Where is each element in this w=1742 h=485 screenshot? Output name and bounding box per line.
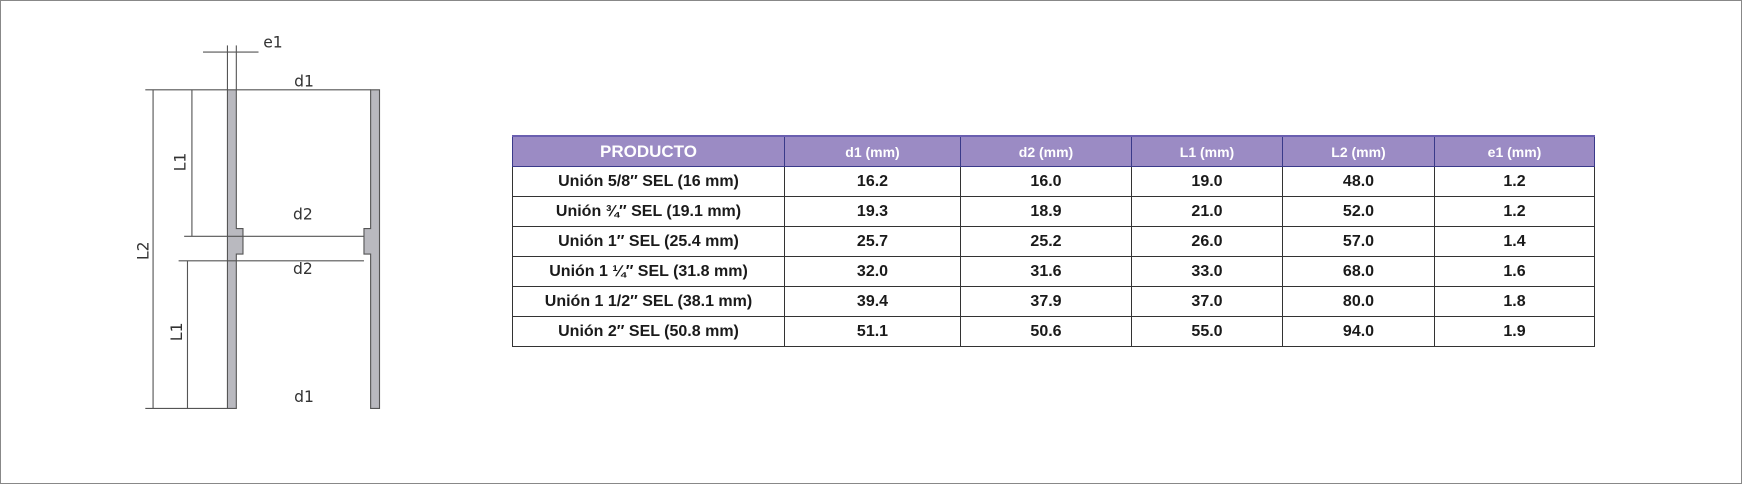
- value-cell: 52.0: [1282, 196, 1435, 227]
- value-cell: 94.0: [1282, 316, 1435, 347]
- value-cell: 68.0: [1282, 256, 1435, 287]
- product-cell: Unión 5/8″ SEL (16 mm): [512, 166, 785, 197]
- value-cell: 39.4: [784, 286, 961, 317]
- header-cell: L2 (mm): [1282, 135, 1435, 167]
- dim-label: d1: [294, 388, 314, 406]
- table-row: Unión 1 1/2″ SEL (38.1 mm) 39.4 37.9 37.0 80…: [512, 286, 1595, 317]
- value-cell: 37.9: [960, 286, 1132, 317]
- header-cell: d2 (mm): [960, 135, 1132, 167]
- product-cell: Unión 1″ SEL (25.4 mm): [512, 226, 785, 257]
- value-cell: 1.4: [1434, 226, 1595, 257]
- table-row: Unión 1 ¼″ SEL (31.8 mm) 32.0 31.6 33.0 68.0…: [512, 256, 1595, 287]
- product-cell: Unión ¾″ SEL (19.1 mm): [512, 196, 785, 227]
- left-wall: [226, 89, 244, 409]
- value-cell: 1.8: [1434, 286, 1595, 317]
- value-cell: 16.0: [960, 166, 1132, 197]
- dim-label: d2: [293, 260, 313, 278]
- value-cell: 18.9: [960, 196, 1132, 227]
- value-cell: 1.9: [1434, 316, 1595, 347]
- header-row: PRODUCTO d1 (mm) d2 (mm) L1 (mm) L2 (mm) e1 (…: [512, 135, 1595, 167]
- header-cell: PRODUCTO: [512, 135, 785, 167]
- value-cell: 21.0: [1131, 196, 1283, 227]
- header-cell: e1 (mm): [1434, 135, 1595, 167]
- dim-label: d1: [294, 73, 314, 91]
- header-cell: L1 (mm): [1131, 135, 1283, 167]
- union-diagram: e1 d1 L1 L2 d2 d2 L1 d1: [135, 34, 381, 409]
- table-row: Unión ¾″ SEL (19.1 mm) 19.3 18.9 21.0 52.0 1.…: [512, 196, 1595, 227]
- spec-table: PRODUCTO d1 (mm) d2 (mm) L1 (mm) L2 (mm) e1 (…: [512, 135, 1595, 347]
- value-cell: 48.0: [1282, 166, 1435, 197]
- table-row: Unión 2″ SEL (50.8 mm) 51.1 50.6 55.0 94.0 1.…: [512, 316, 1595, 347]
- value-cell: 51.1: [784, 316, 961, 347]
- value-cell: 33.0: [1131, 256, 1283, 287]
- value-cell: 31.6: [960, 256, 1132, 287]
- value-cell: 37.0: [1131, 286, 1283, 317]
- value-cell: 16.2: [784, 166, 961, 197]
- table-row: Unión 1″ SEL (25.4 mm) 25.7 25.2 26.0 57.0 1.…: [512, 226, 1595, 257]
- value-cell: 1.2: [1434, 166, 1595, 197]
- value-cell: 55.0: [1131, 316, 1283, 347]
- value-cell: 1.2: [1434, 196, 1595, 227]
- value-cell: 1.6: [1434, 256, 1595, 287]
- value-cell: 25.7: [784, 226, 961, 257]
- product-cell: Unión 1 1/2″ SEL (38.1 mm): [512, 286, 785, 317]
- table-row: Unión 5/8″ SEL (16 mm) 16.2 16.0 19.0 48.0 1.…: [512, 166, 1595, 197]
- dim-label: L2: [135, 241, 153, 260]
- dim-label: L1: [168, 323, 186, 342]
- value-cell: 19.0: [1131, 166, 1283, 197]
- value-cell: 32.0: [784, 256, 961, 287]
- dim-label: d2: [293, 206, 313, 224]
- dim-label: e1: [263, 34, 282, 52]
- value-cell: 80.0: [1282, 286, 1435, 317]
- product-cell: Unión 2″ SEL (50.8 mm): [512, 316, 785, 347]
- header-cell: d1 (mm): [784, 135, 961, 167]
- value-cell: 26.0: [1131, 226, 1283, 257]
- product-cell: Unión 1 ¼″ SEL (31.8 mm): [512, 256, 785, 287]
- value-cell: 50.6: [960, 316, 1132, 347]
- value-cell: 25.2: [960, 226, 1132, 257]
- value-cell: 57.0: [1282, 226, 1435, 257]
- value-cell: 19.3: [784, 196, 961, 227]
- right-wall: [363, 89, 381, 409]
- dim-label: L1: [171, 153, 189, 172]
